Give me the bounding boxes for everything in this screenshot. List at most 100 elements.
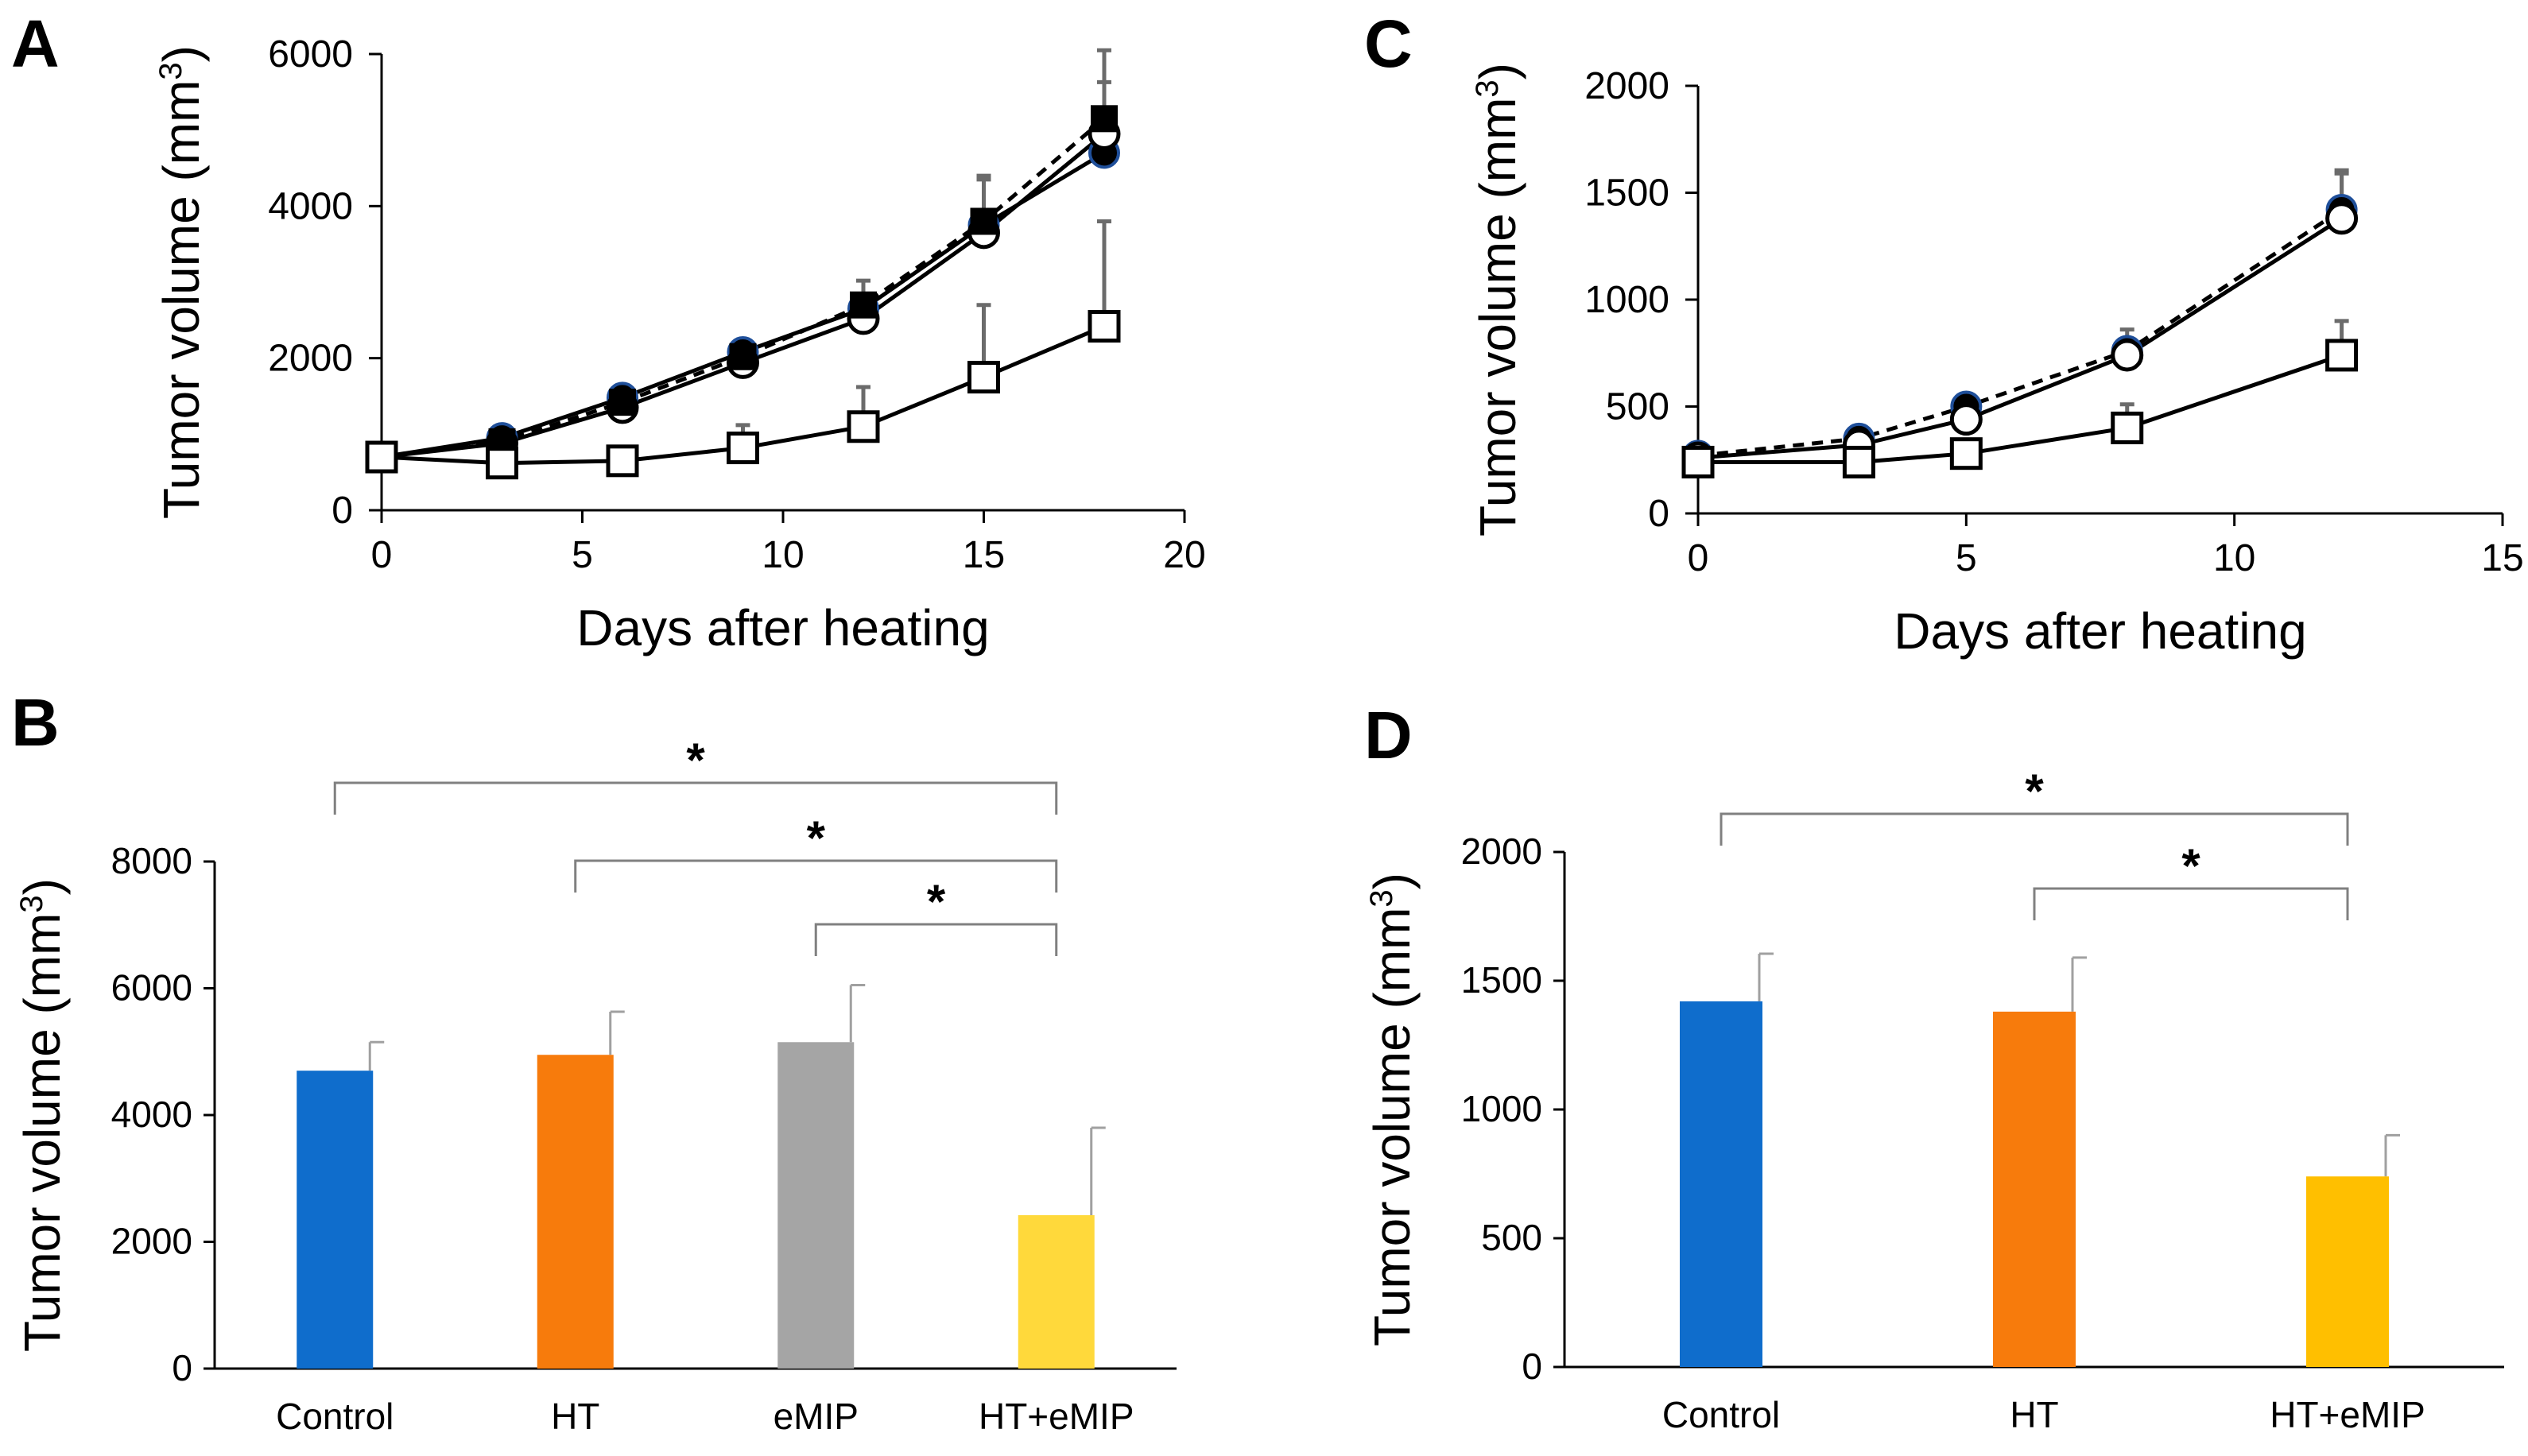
marker-emip [850,291,877,319]
y-tick-label: 4000 [268,185,353,227]
marker-ht-emip [606,444,639,478]
y-tick-label: 0 [1522,1346,1542,1387]
marker-ht-emip [967,361,1000,394]
significance-bracket [1720,812,2349,846]
bar-ht-emip [1018,1215,1095,1369]
category-label-ht: HT [2010,1394,2058,1435]
y-axis-title-text: Tumor volume (mm [14,913,71,1352]
x-axis-title: Days after heating [576,599,989,656]
panel-label-d: D [1364,698,1413,773]
y-tick-label: 2000 [111,1221,192,1262]
marker-emip [609,389,636,416]
panel-label-c: C [1364,6,1413,81]
y-tick-label: 1000 [1584,279,1669,321]
y-axis-title-superscript: 3 [1470,79,1505,97]
y-axis-title-text: Tumor volume (mm [1469,98,1526,536]
y-tick-label: 8000 [111,840,192,881]
significance-bracket [333,781,1058,815]
category-label-ht-emip: HT+eMIP [979,1396,1134,1437]
significance-star: * [686,734,705,787]
marker-ht-emip [1949,437,1983,470]
x-tick-label: 5 [572,534,593,576]
y-tick-label: 1500 [1584,172,1669,215]
y-tick-label: 500 [1606,386,1669,428]
y-axis-title-superscript: 3 [1364,889,1399,907]
y-tick-label: 0 [172,1347,192,1388]
marker-ht-emip [847,410,880,443]
y-axis-title: Tumor volume (mm3) [153,45,210,519]
y-axis-title: Tumor volume (mm3) [1469,63,1526,536]
bar-control [297,1071,374,1369]
y-tick-label: 1500 [1461,959,1542,1001]
marker-ht-emip [727,432,759,465]
panel-label-b: B [11,685,60,760]
marker-ht-emip [486,447,518,480]
marker-emip [729,343,757,370]
marker-ht-emip [2111,411,2144,444]
y-axis-title-end: ) [1469,63,1526,79]
panel-b: B [11,685,60,760]
bar-control [1680,1001,1762,1367]
panel-label-a: A [11,6,60,81]
x-tick-label: 10 [762,534,804,576]
x-tick-label: 0 [1688,537,1709,579]
y-tick-label: 0 [332,490,353,532]
line-chart-a: 0 2000 4000 6000 0 5 10 15 20 Days after heating T… [153,33,1206,656]
bar-chart-d: 0 500 1000 1500 2000 Tumor volume (mm3) Contro… [1363,765,2504,1435]
significance-bracket [2033,887,2349,920]
bar-ht [537,1055,614,1369]
marker-emip [970,207,998,235]
y-axis-title-superscript: 3 [14,895,49,912]
y-axis-title-end: ) [153,45,210,62]
marker-ht [1949,403,1983,436]
y-tick-label: 2000 [1584,65,1669,107]
significance-bracket [814,923,1058,956]
y-tick-label: 0 [1648,493,1669,535]
y-axis-title-text: Tumor volume (mm [1363,908,1421,1346]
x-tick-label: 15 [963,534,1005,576]
y-axis-title-end: ) [14,878,71,895]
significance-star: * [2181,839,2200,893]
y-axis-title-end: ) [1363,873,1421,889]
marker-ht [2111,339,2144,372]
significance-star: * [2025,765,2044,818]
category-label-control: Control [276,1396,394,1437]
y-tick-label: 2000 [268,338,353,380]
x-tick-label: 10 [2213,537,2255,579]
y-tick-label: 1000 [1461,1088,1542,1129]
series-line-ht [1697,216,2343,460]
y-tick-label: 4000 [111,1094,192,1135]
y-axis-title-superscript: 3 [153,62,188,79]
x-tick-label: 15 [2481,537,2523,579]
x-tick-label: 5 [1956,537,1977,579]
y-axis-title: Tumor volume (mm3) [14,878,71,1352]
marker-ht-emip [365,440,398,474]
marker-ht-emip [1842,445,1875,478]
category-label-ht-emip: HT+eMIP [2270,1394,2425,1435]
category-label-ht: HT [551,1396,599,1437]
y-tick-label: 500 [1481,1217,1542,1258]
x-axis-title: Days after heating [1894,602,2306,660]
marker-ht-emip [1088,309,1121,343]
y-axis-title: Tumor volume (mm3) [1363,873,1421,1346]
series-line-ht [381,132,1106,459]
series-line-emip [381,117,1106,459]
x-tick-label: 0 [371,534,393,576]
panel-a: A [11,6,60,81]
category-label-control: Control [1662,1394,1780,1435]
significance-bracket [574,859,1058,893]
marker-emip [1091,105,1118,133]
panel-d: D [1364,698,1413,773]
significance-star: * [807,811,826,865]
line-chart-c: 0 500 1000 1500 2000 0 5 10 15 Days after heating… [1469,63,2524,660]
significance-star: * [927,875,946,928]
bar-ht-emip [2306,1176,2389,1367]
panel-c: C [1364,6,1413,81]
series-line-control [381,151,1106,459]
bar-emip [777,1042,855,1369]
y-axis-title-text: Tumor volume (mm [153,80,210,519]
series-line-control [1697,207,2343,458]
category-label-emip: eMIP [774,1396,859,1437]
y-tick-label: 6000 [111,967,192,1009]
x-tick-label: 20 [1163,534,1205,576]
